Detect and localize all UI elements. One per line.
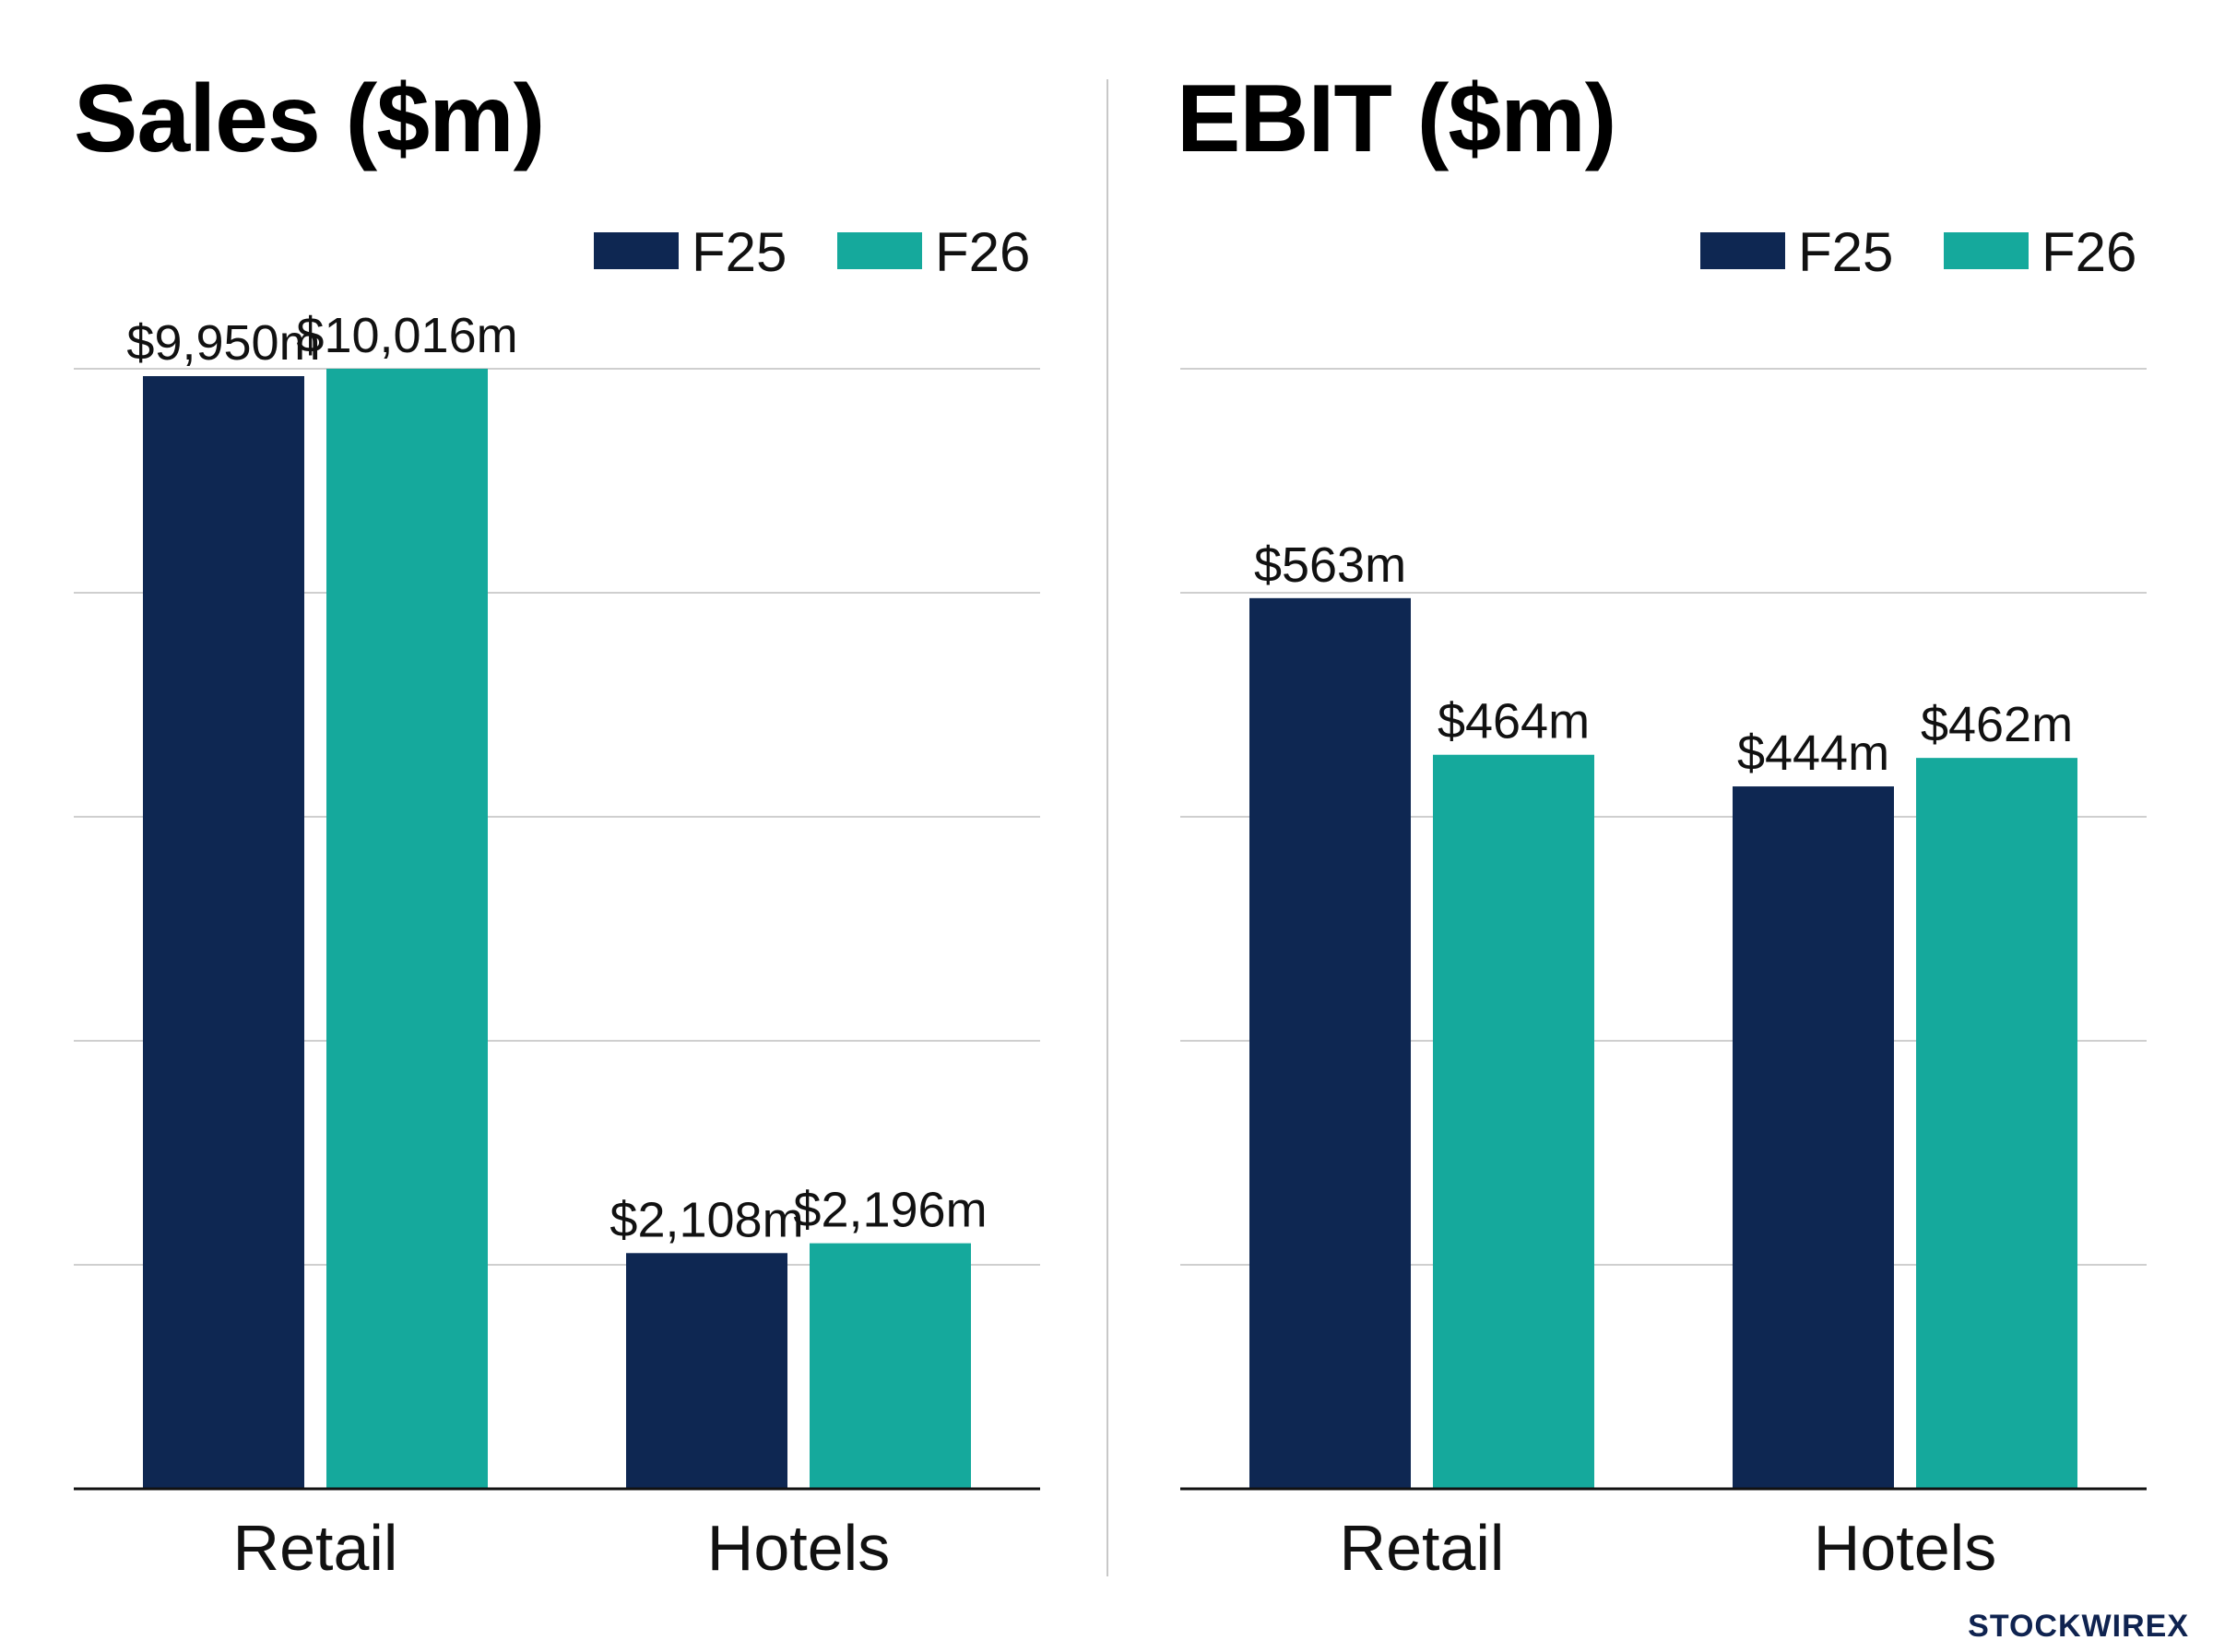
chart-title: Sales ($m) — [74, 65, 545, 172]
brand-name: STOCKWIRE — [1968, 1609, 2168, 1644]
legend-swatch-f26 — [837, 232, 922, 269]
data-label: $464m — [1438, 694, 1590, 749]
panel-divider — [1106, 79, 1108, 1576]
bar-hotels-f26 — [810, 1243, 971, 1489]
category-label: Retail — [233, 1512, 398, 1584]
bar-retail-f25 — [1249, 597, 1411, 1489]
data-label: $9,950m — [126, 315, 320, 371]
bar-retail-f26 — [326, 369, 488, 1489]
data-label: $444m — [1737, 726, 1889, 781]
bar-hotels-f25 — [1733, 786, 1894, 1489]
data-label: $2,196m — [793, 1183, 987, 1238]
sales-chart-panel: Sales ($m) F25 F26 $9,950m $10,016m Retail $2… — [0, 0, 1060, 1652]
legend-label: F25 — [692, 221, 787, 283]
bar-retail-f26 — [1433, 754, 1594, 1489]
data-label: $10,016m — [296, 308, 517, 363]
category-label: Retail — [1340, 1512, 1505, 1584]
legend-swatch-f25 — [594, 232, 679, 269]
brand-logo: STOCKWIREX — [1968, 1609, 2189, 1645]
legend-label: F25 — [1798, 221, 1893, 283]
category-label: Hotels — [1814, 1512, 1996, 1584]
legend-swatch-f26 — [1944, 232, 2029, 269]
legend-swatch-f25 — [1700, 232, 1785, 269]
sales-chart: F25 F26 $9,950m$10,016m Retail $2,108m$2,196… — [74, 221, 1040, 1584]
brand-mark: X — [2167, 1609, 2189, 1644]
data-label: $2,108m — [609, 1192, 803, 1247]
category-label: Hotels — [707, 1512, 890, 1584]
bar-retail-f25 — [143, 376, 304, 1489]
legend-label: F26 — [935, 221, 1030, 283]
ebit-chart-panel: EBIT ($m) F25 F26 $563m $464m Retail $444m $46… — [1106, 0, 2167, 1652]
data-label: $462m — [1921, 697, 2073, 752]
data-label: $563m — [1254, 537, 1406, 593]
bar-hotels-f26 — [1916, 758, 2077, 1489]
chart-title: EBIT ($m) — [1177, 65, 1616, 172]
legend-label: F26 — [2041, 221, 2136, 283]
ebit-chart: F25 F26 $563m $464m Retail $444m $462m Hotels — [1180, 221, 2147, 1584]
bar-hotels-f25 — [626, 1253, 787, 1489]
